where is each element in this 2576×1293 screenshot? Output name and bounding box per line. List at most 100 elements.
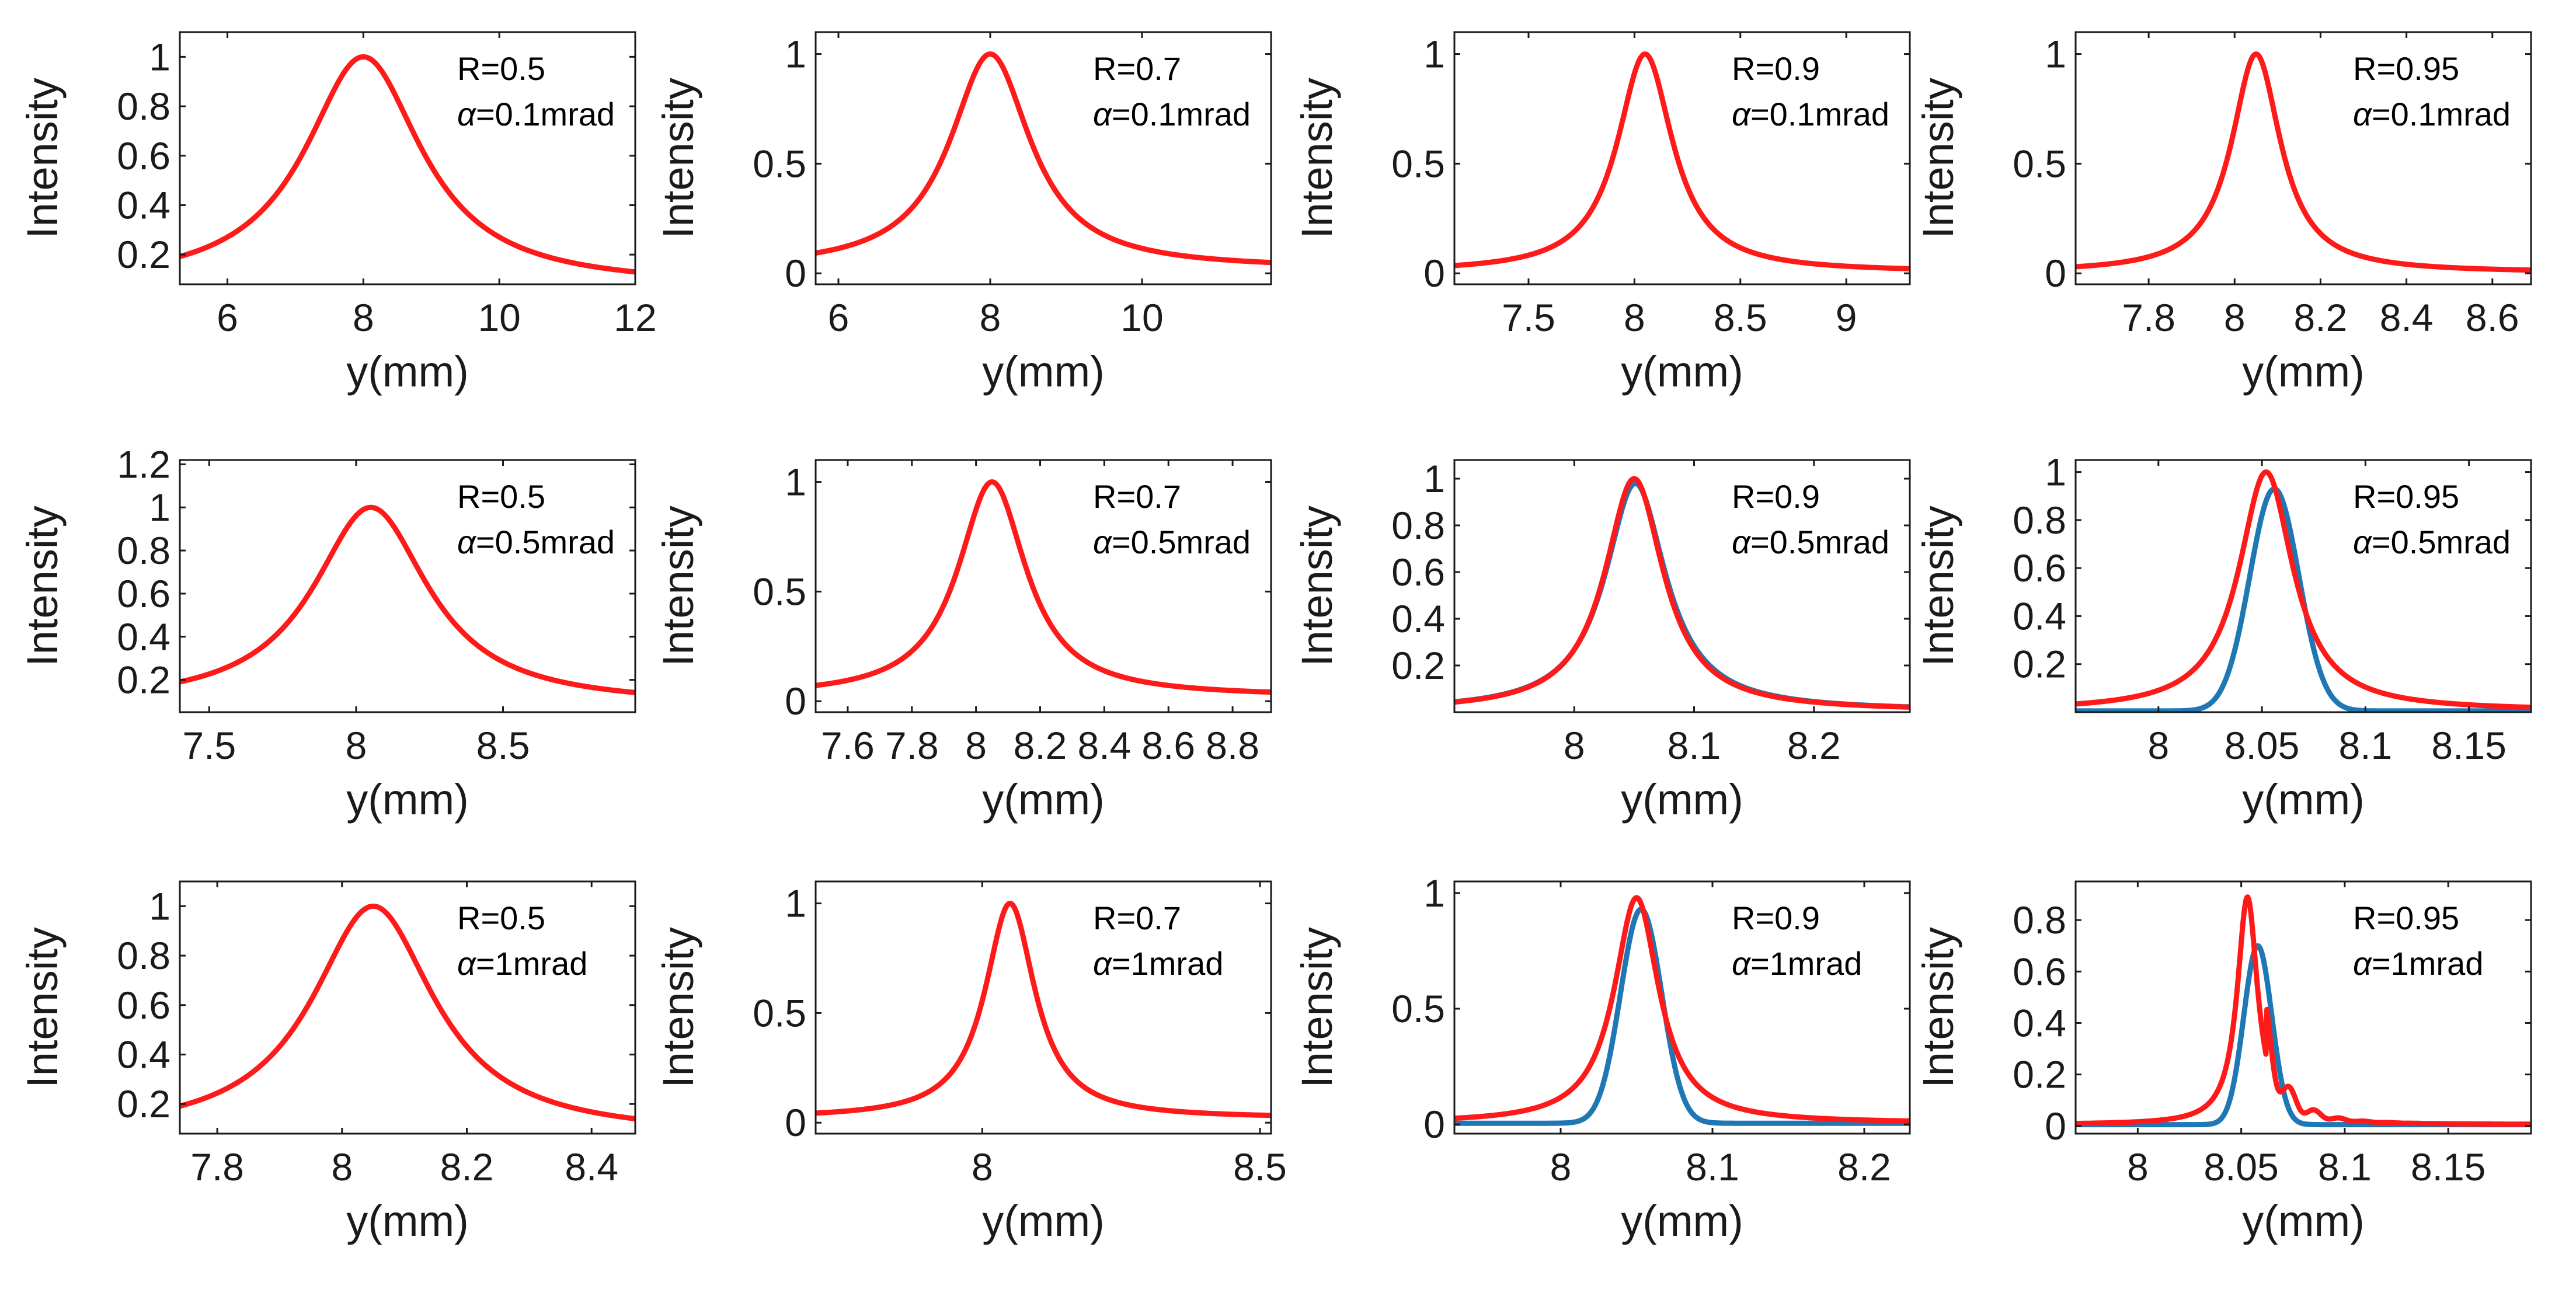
x-tick-label: 8.6 <box>2466 296 2519 339</box>
subplot-r2c3: 8 8.05 8.1 8.15 0 0.2 0.4 0.6 0.8 y(mm) Intensity R… <box>1914 880 2532 1245</box>
x-tick-label: 6 <box>217 296 238 339</box>
x-tick-label: 8.4 <box>1077 724 1131 767</box>
x-tick-label: 8 <box>331 1145 353 1189</box>
y-tick-label: 0.4 <box>2013 1001 2066 1044</box>
x-axis-title: y(mm) <box>1621 347 1743 396</box>
y-tick-label: 1 <box>785 882 806 925</box>
subplot-r2c0: 7.8 8 8.2 8.4 0.2 0.4 0.6 0.8 1 y(mm) Intensity R=0… <box>18 880 636 1245</box>
series-line-blue <box>1454 480 1910 710</box>
series-line-red <box>2076 469 2531 710</box>
alpha-symbol: α <box>2353 524 2373 560</box>
alpha-symbol: α <box>1732 945 1752 982</box>
subplot-r1c2: 8 8.1 8.2 0.20.40.60.81 y(mm) Intensity R=0.9 α… <box>1293 457 1911 824</box>
x-axis-title: y(mm) <box>2242 1197 2365 1245</box>
y-tick-label: 0 <box>785 679 806 723</box>
y-axis-title: Intensity <box>1914 927 1962 1088</box>
x-tick-label: 6 <box>828 296 850 339</box>
series-line-red <box>180 504 635 695</box>
y-tick-label: 1 <box>149 35 170 78</box>
annotation-alpha-value: =0.5mrad <box>2372 524 2511 560</box>
axes-box <box>2074 459 2532 713</box>
axes-box <box>179 880 636 1135</box>
y-tick-label: 1 <box>1423 457 1445 500</box>
x-tick-label: 8 <box>1624 296 1645 339</box>
y-axis-title: Intensity <box>18 78 67 239</box>
annotation-alpha-value: =1mrad <box>2372 945 2483 982</box>
annotation-R: R=0.5 <box>457 50 545 87</box>
x-tick-label: 8.6 <box>1141 724 1195 767</box>
x-tick-label: 8 <box>965 724 987 767</box>
x-tick-label: 8 <box>2224 296 2246 339</box>
y-tick-label: 1 <box>149 486 170 529</box>
subplot-r0c1: 6 8 10 0 0.5 1 y(mm) Intensity R=0.7 α=0.1mrad <box>654 31 1272 396</box>
x-tick-label: 10 <box>478 296 520 339</box>
x-axis-title: y(mm) <box>2242 347 2365 396</box>
y-axis-title: Intensity <box>1293 506 1341 667</box>
annotation-alpha: α=1mrad <box>1732 945 1862 982</box>
y-tick-label: 0.2 <box>117 233 170 276</box>
annotation-alpha-value: =0.1mrad <box>476 96 615 133</box>
axes-box <box>1453 880 1911 1135</box>
y-tick-label: 0 <box>1423 1103 1445 1146</box>
annotation-alpha: α=1mrad <box>1093 945 1223 982</box>
annotation-R: R=0.9 <box>1732 900 1820 936</box>
annotation-alpha: α=0.1mrad <box>457 96 615 133</box>
series-line-red <box>816 901 1271 1118</box>
annotation-alpha-value: =1mrad <box>476 945 587 982</box>
x-axis-title: y(mm) <box>2242 775 2365 824</box>
x-tick-label: 8.4 <box>565 1145 618 1189</box>
y-tick-label: 0.8 <box>1391 504 1445 547</box>
series-line-red <box>2076 894 2531 1127</box>
y-axis-title: Intensity <box>1914 78 1962 239</box>
x-tick-label: 8.5 <box>476 724 530 767</box>
y-tick-label: 0.8 <box>117 85 170 128</box>
x-tick-label: 8 <box>980 296 1001 339</box>
x-tick-label: 12 <box>614 296 656 339</box>
y-axis-title: Intensity <box>1293 927 1341 1088</box>
alpha-symbol: α <box>1093 96 1113 133</box>
series-line-red <box>1454 895 1910 1124</box>
y-tick-label: 0.8 <box>117 529 170 572</box>
x-tick-label: 8.1 <box>2318 1145 2372 1189</box>
x-axis-title: y(mm) <box>346 775 469 824</box>
subplot-r0c0: 6 8 10 12 0.2 0.4 0.6 0.8 1 y(mm) Intensity R=0.5 α=… <box>18 31 657 396</box>
y-tick-label: 0.5 <box>2013 142 2066 185</box>
alpha-symbol: α <box>457 945 477 982</box>
y-axis-title: Intensity <box>1293 78 1341 239</box>
series-line-blue <box>1454 907 1910 1126</box>
y-axis-title: Intensity <box>18 506 67 667</box>
x-tick-label: 8.1 <box>2338 724 2392 767</box>
y-tick-label: 0.6 <box>2013 546 2066 590</box>
x-axis-title: y(mm) <box>982 775 1105 824</box>
y-tick-label: 0.4 <box>1391 597 1445 640</box>
x-tick-label: 8.8 <box>1206 724 1259 767</box>
x-tick-label: 8.2 <box>2294 296 2348 339</box>
alpha-symbol: α <box>2353 96 2373 133</box>
alpha-symbol: α <box>2353 945 2373 982</box>
annotation-alpha: α=0.5mrad <box>1093 524 1251 560</box>
alpha-symbol: α <box>457 524 477 560</box>
annotation-alpha-value: =0.1mrad <box>2372 96 2511 133</box>
x-axis-title: y(mm) <box>982 347 1105 396</box>
annotation-alpha: α=0.1mrad <box>1732 96 1889 133</box>
y-tick-label: 1 <box>2045 451 2066 494</box>
annotation-alpha: α=0.1mrad <box>2353 96 2511 133</box>
alpha-symbol: α <box>1093 524 1113 560</box>
annotation-alpha-value: =0.1mrad <box>1750 96 1889 133</box>
series-line-red <box>816 479 1271 695</box>
y-tick-label: 0.2 <box>2013 643 2066 686</box>
y-axis-title: Intensity <box>18 927 67 1088</box>
y-tick-label: 0 <box>785 1101 806 1144</box>
subplot-r1c1: 7.6 7.8 8 8.2 8.4 8.6 8.8 0 0.5 1 y(mm) Intensity R=… <box>654 459 1272 824</box>
x-tick-label: 7.8 <box>2122 296 2175 339</box>
annotation-alpha: α=0.5mrad <box>2353 524 2511 560</box>
y-axis-title: Intensity <box>654 78 702 239</box>
x-axis-title: y(mm) <box>1621 775 1743 824</box>
x-axis-title: y(mm) <box>982 1197 1105 1245</box>
annotation-alpha: α=0.5mrad <box>457 524 615 560</box>
subplot-r2c1: 8 8.5 0 0.5 1 y(mm) Intensity R=0.7 α=1mrad <box>654 880 1287 1245</box>
subplot-r1c0: 7.5 8 8.5 0.20.40.60.811.2 y(mm) Intensity R=0… <box>18 442 636 824</box>
y-tick-label: 0.8 <box>117 934 170 977</box>
annotation-alpha-value: =0.5mrad <box>476 524 615 560</box>
